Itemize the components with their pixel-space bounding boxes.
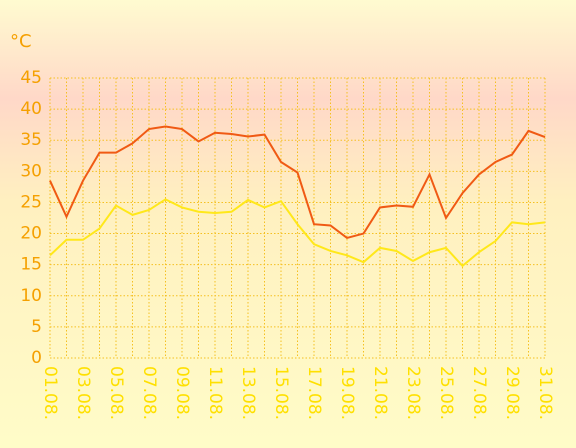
y-tick-label: 25 (20, 192, 42, 212)
y-axis-label: °C (10, 31, 32, 52)
y-tick-label: 45 (20, 68, 42, 88)
data-line (49, 198, 546, 268)
x-tick-label: 07.08. (139, 366, 159, 420)
x-tick-label: 25.08. (436, 366, 456, 420)
y-tick-label: 5 (31, 317, 42, 337)
x-tick-label: 21.08. (370, 366, 390, 420)
x-tick-label: 27.08. (469, 366, 489, 420)
x-tick-label: 29.08. (502, 366, 522, 420)
y-tick-label: 35 (20, 130, 42, 150)
y-tick-label: 0 (31, 348, 42, 368)
x-tick-label: 11.08. (205, 366, 225, 420)
x-tick-label: 05.08. (106, 366, 126, 420)
x-tick-label: 23.08. (403, 366, 423, 420)
x-tick-label: 03.08. (73, 366, 93, 420)
x-tick-label: 19.08. (337, 366, 357, 420)
data-line (49, 125, 546, 240)
x-tick-label: 09.08. (172, 366, 192, 420)
x-tick-label: 15.08. (271, 366, 291, 420)
y-tick-label: 30 (20, 161, 42, 181)
x-tick-label: 31.08. (535, 366, 555, 420)
y-tick-label: 15 (20, 255, 42, 275)
y-tick-label: 40 (20, 99, 42, 119)
y-tick-label: 10 (20, 286, 42, 306)
x-tick-label: 13.08. (238, 366, 258, 420)
x-tick-label: 01.08. (40, 366, 60, 420)
y-tick-label: 20 (20, 224, 42, 244)
x-tick-label: 17.08. (304, 366, 324, 420)
